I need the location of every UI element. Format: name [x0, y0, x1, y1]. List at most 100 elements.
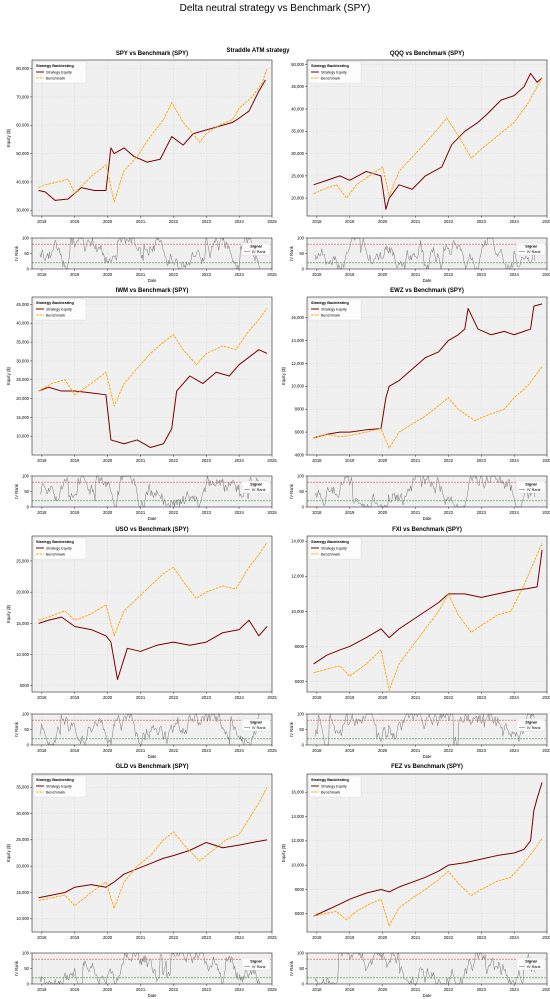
signal-y-axis-label: IV Rank — [14, 960, 19, 976]
x-tick-label: 2021 — [411, 935, 421, 940]
signal-y-tick-label: 100 — [297, 473, 305, 478]
signal-legend-label: IV Rank — [527, 250, 541, 254]
signal-x-tick-label: 2018 — [37, 748, 47, 753]
signal-legend-label: IV Rank — [252, 965, 266, 969]
x-tick-label: 2018 — [312, 935, 322, 940]
chart-title: FEZ vs Benchmark (SPY) — [391, 764, 463, 770]
x-tick-label: 2019 — [345, 458, 355, 463]
y-axis-label: Equity ($) — [281, 843, 286, 862]
signal-y-tick-label: 50 — [24, 489, 29, 494]
signal-x-tick-label: 2019 — [70, 272, 80, 277]
y-tick-label: 4000 — [295, 452, 305, 457]
x-tick-label: 2023 — [202, 458, 212, 463]
iv-rank-line — [314, 952, 536, 985]
chart-title: FXI vs Benchmark (SPY) — [392, 527, 462, 533]
benchmark-line — [313, 838, 543, 927]
signal-legend-box — [241, 718, 271, 732]
signal-plot-area — [307, 476, 547, 507]
signal-legend-label: IV Rank — [527, 965, 541, 969]
signal-plot-frame — [31, 237, 273, 270]
signal-x-tick-label: 2025 — [267, 510, 277, 515]
x-tick-label: 2022 — [444, 695, 454, 700]
y-tick-label: 8000 — [295, 644, 305, 649]
x-tick-label: 2024 — [509, 219, 519, 224]
y-tick-label: 25,000 — [16, 377, 29, 382]
legend-box — [33, 537, 87, 560]
signal-y-tick-label: 50 — [24, 966, 29, 971]
x-tick-label: 2022 — [444, 219, 454, 224]
signal-x-tick-label: 2019 — [345, 510, 355, 515]
signal-x-tick-label: 2021 — [411, 272, 421, 277]
x-tick-label: 2021 — [411, 219, 421, 224]
iv-rank-line — [39, 475, 261, 508]
plot-area — [32, 536, 272, 692]
signal-x-tick-label: 2018 — [312, 748, 322, 753]
x-tick-label: 2022 — [169, 935, 179, 940]
signal-legend-box — [241, 480, 271, 494]
signal-y-tick-label: 0 — [27, 266, 30, 271]
signal-x-tick-label: 2025 — [267, 272, 277, 277]
signal-y-tick-label: 100 — [297, 235, 305, 240]
legend-strategy-label: Strategy Equity — [46, 784, 72, 788]
plot-frame — [306, 535, 548, 693]
legend-title: Strategy Backtesting — [311, 540, 349, 544]
chart-4: EWZ vs Benchmark (SPY)2018 2019 2020 2021 20… — [281, 288, 550, 521]
signal-x-tick-label: 2018 — [312, 510, 322, 515]
plot-frame — [306, 296, 548, 456]
x-tick-label: 2023 — [477, 935, 487, 940]
legend-benchmark-label: Benchmark — [321, 313, 340, 317]
signal-legend-label: IV Rank — [527, 726, 541, 730]
panels: SPY vs Benchmark (SPY)2018 2019 2020 2021 20… — [6, 51, 550, 998]
x-tick-label: 2025 — [542, 458, 550, 463]
x-tick-label: 2022 — [444, 935, 454, 940]
legend-strategy-label: Strategy Equity — [46, 546, 72, 550]
legend-benchmark-label: Benchmark — [321, 552, 340, 556]
signal-x-tick-label: 2018 — [312, 272, 322, 277]
x-tick-label: 2018 — [37, 935, 47, 940]
x-tick-label: 2022 — [169, 695, 179, 700]
y-tick-label: 10,000 — [291, 609, 304, 614]
legend-strategy-label: Strategy Equity — [321, 307, 347, 311]
x-tick-label: 2019 — [345, 695, 355, 700]
y-tick-label: 15,000 — [16, 621, 29, 626]
y-tick-label: 25,000 — [16, 837, 29, 842]
plot-frame — [31, 296, 273, 456]
legend-box — [33, 61, 87, 84]
y-tick-label: 50,000 — [291, 62, 304, 67]
signal-x-tick-label: 2023 — [477, 987, 487, 992]
signal-x-tick-label: 2020 — [378, 748, 388, 753]
y-tick-label: 10,000 — [16, 916, 29, 921]
x-tick-label: 2021 — [136, 219, 146, 224]
plot-area — [307, 60, 547, 216]
signal-panel: 2018 2019 2020 2021 2022 2023 2024 2025 0 50 100 Si… — [289, 235, 550, 283]
x-tick-label: 2023 — [202, 219, 212, 224]
signal-x-axis-label: Date — [423, 993, 433, 998]
x-tick-label: 2018 — [312, 458, 322, 463]
y-tick-label: 12,000 — [291, 574, 304, 579]
legend-box — [308, 61, 362, 84]
iv-rank-line — [314, 475, 536, 508]
signal-x-tick-label: 2018 — [37, 510, 47, 515]
signal-y-tick-label: 0 — [27, 742, 30, 747]
signal-y-tick-label: 0 — [27, 504, 30, 509]
y-axis-label: Equity ($) — [6, 128, 11, 147]
y-tick-label: 14,000 — [291, 814, 304, 819]
signal-legend-title: Signal — [525, 721, 536, 725]
y-axis-label: Equity ($) — [281, 366, 286, 385]
legend-title: Strategy Backtesting — [36, 301, 74, 305]
signal-y-tick-label: 100 — [297, 950, 305, 955]
signal-legend-label: IV Rank — [527, 488, 541, 492]
y-tick-label: 5000 — [20, 683, 30, 688]
x-tick-label: 2018 — [312, 219, 322, 224]
signal-legend-title: Signal — [525, 483, 536, 487]
y-tick-label: 12,000 — [291, 838, 304, 843]
x-tick-label: 2020 — [103, 458, 113, 463]
signal-legend-title: Signal — [525, 960, 536, 964]
signal-legend-label: IV Rank — [252, 488, 266, 492]
signal-x-tick-label: 2019 — [70, 748, 80, 753]
signal-x-tick-label: 2020 — [378, 272, 388, 277]
legend-box — [33, 775, 87, 798]
signal-x-tick-label: 2021 — [136, 272, 146, 277]
x-tick-label: 2019 — [345, 935, 355, 940]
